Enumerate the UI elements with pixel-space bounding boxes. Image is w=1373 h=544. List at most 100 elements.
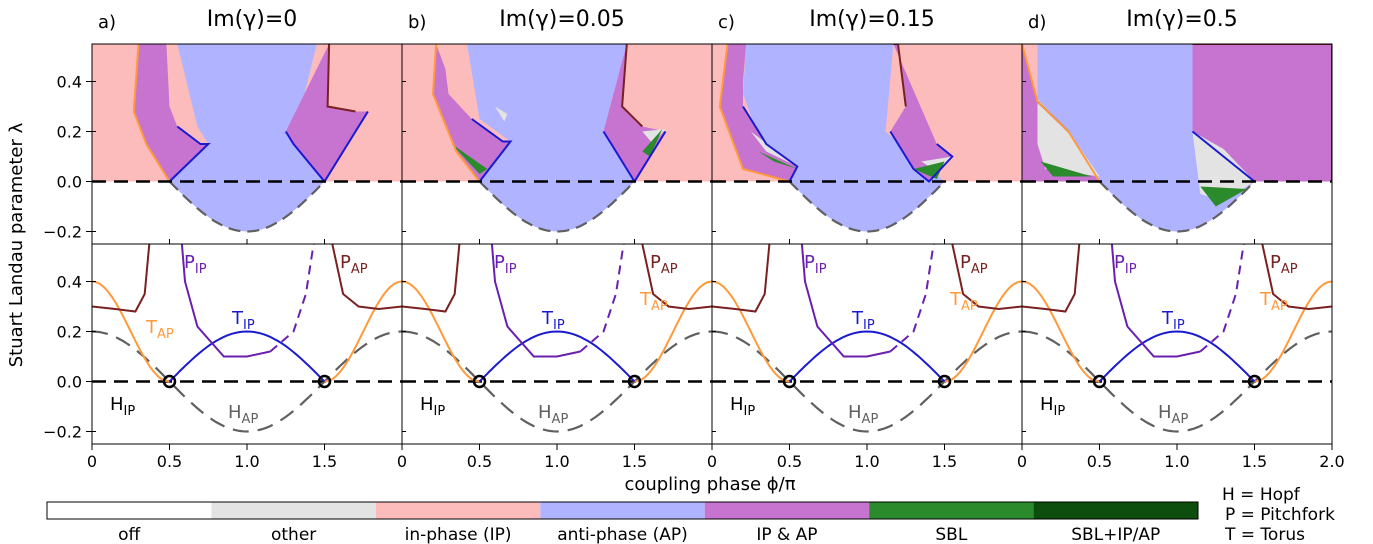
pitchfork-ap-line bbox=[1261, 244, 1332, 311]
panel-a: HIP HAP TIP TAP PIP PAP a) Im(γ)=0 0 0.5 1.0 1.5 −0.… bbox=[43, 7, 403, 471]
x-tick-label: 0 bbox=[1017, 452, 1027, 471]
label-pitchfork-ap: PAP bbox=[650, 252, 678, 277]
pitchfork-ap-line bbox=[331, 244, 402, 311]
region-anti-phase bbox=[743, 44, 945, 182]
panel-map bbox=[712, 44, 1022, 233]
x-tick-label: 1.0 bbox=[544, 452, 569, 471]
panel-curves bbox=[92, 244, 402, 433]
colorbar-label: in-phase (IP) bbox=[405, 525, 512, 544]
torus-ap-line bbox=[1254, 280, 1332, 383]
region-ip-ap bbox=[285, 44, 368, 182]
label-pitchfork-ap: PAP bbox=[1270, 252, 1298, 277]
map-pitchfork-ap-line bbox=[893, 44, 907, 107]
pitchfork-ap-line bbox=[712, 244, 771, 313]
map-torus-ip-line bbox=[471, 118, 513, 183]
region-sbl bbox=[758, 151, 798, 169]
x-tick-label: 0.5 bbox=[777, 452, 802, 471]
bifurcation-point bbox=[627, 374, 642, 389]
y-tick-label: 0.0 bbox=[57, 373, 82, 392]
panel-title: Im(γ)=0.5 bbox=[1126, 7, 1238, 32]
x-tick-label: 0.5 bbox=[157, 452, 182, 471]
colorbar-label: other bbox=[271, 525, 316, 544]
region-ip-ap bbox=[890, 44, 953, 182]
torus-ap-line bbox=[92, 280, 170, 383]
x-tick-label: 1.0 bbox=[234, 452, 259, 471]
label-torus-ip: TIP bbox=[231, 308, 255, 333]
label-hopf-ip: HIP bbox=[730, 394, 755, 419]
panel-curves bbox=[1022, 244, 1332, 433]
map-hopf-ap-line bbox=[788, 180, 946, 233]
map-pitchfork-ap-line bbox=[326, 44, 356, 113]
y-axis-label: Stuart Landau parameter λ bbox=[6, 122, 27, 367]
label-hopf-ap: HAP bbox=[848, 402, 878, 427]
pitchfork-ip-line bbox=[1110, 244, 1201, 358]
x-tick-label: 1.5 bbox=[622, 452, 647, 471]
pitchfork-ip-line bbox=[800, 244, 891, 358]
torus-ap-line bbox=[634, 280, 712, 383]
pitchfork-ip-line bbox=[490, 244, 581, 358]
y-tick-label: 0.2 bbox=[57, 123, 82, 142]
legend-line-pitchfork: P = Pitchfork bbox=[1225, 505, 1335, 525]
bifurcation-point bbox=[162, 374, 177, 389]
map-hopf-ap-line bbox=[168, 180, 326, 233]
label-torus-ap: TAP bbox=[639, 289, 668, 314]
panel-b: HIP HAP TIP TAP PIP PAP b) Im(γ)=0.05 0 0.5 1.0 1.5 bbox=[397, 7, 713, 471]
panel-map bbox=[402, 44, 712, 233]
pitchfork-ap-line bbox=[402, 244, 461, 313]
colorbar-segment bbox=[47, 502, 212, 519]
region-ip-ap bbox=[133, 44, 209, 182]
y-tick-label: −0.2 bbox=[43, 423, 82, 442]
label-torus-ap: TAP bbox=[1259, 289, 1288, 314]
bifurcation-point bbox=[472, 374, 487, 389]
region-anti-phase-bowl bbox=[479, 181, 635, 232]
torus-ap-line bbox=[1022, 280, 1100, 383]
pitchfork-ap-line bbox=[1022, 244, 1081, 313]
pitchfork-ip-line bbox=[180, 244, 271, 358]
label-hopf-ip: HIP bbox=[420, 394, 445, 419]
label-torus-ip: TIP bbox=[851, 308, 875, 333]
x-tick-label: 0 bbox=[87, 452, 97, 471]
colorbar-frame bbox=[46, 501, 1199, 520]
bifurcation-point bbox=[937, 374, 952, 389]
bifurcation-legend: H = Hopf P = Pitchfork T = Torus bbox=[1222, 485, 1335, 544]
x-tick-label: 0.5 bbox=[1087, 452, 1112, 471]
label-pitchfork-ip: PIP bbox=[1114, 252, 1137, 277]
label-hopf-ip: HIP bbox=[110, 394, 135, 419]
label-hopf-ap: HAP bbox=[228, 402, 258, 427]
map-torus-line bbox=[284, 110, 369, 184]
colorbar: off other in-phase (IP) anti-phase (AP) IP &… bbox=[46, 501, 1199, 544]
map-torus-ap-line bbox=[431, 44, 481, 183]
region-sbl bbox=[451, 144, 488, 174]
label-hopf-ap: HAP bbox=[1158, 402, 1188, 427]
bifurcation-point bbox=[317, 374, 332, 389]
map-hopf-ap-line bbox=[478, 180, 636, 233]
panel-curves bbox=[402, 244, 712, 433]
panel-letter: d) bbox=[1028, 12, 1046, 33]
pitchfork-ip-dashed bbox=[1199, 244, 1245, 353]
x-tick-label: 2.0 bbox=[1319, 452, 1344, 471]
panel-curves bbox=[712, 244, 1022, 433]
pitchfork-ip-dashed bbox=[579, 244, 625, 353]
map-torus-ap-line bbox=[1022, 44, 1101, 183]
panel-title: Im(γ)=0.15 bbox=[809, 7, 935, 32]
colorbar-label: SBL bbox=[935, 525, 967, 544]
torus-ap-line bbox=[712, 280, 790, 383]
label-hopf-ip: HIP bbox=[1040, 394, 1065, 419]
legend-line-torus: T = Torus bbox=[1224, 525, 1305, 544]
map-torus-line bbox=[1191, 130, 1256, 183]
torus-ip-line bbox=[788, 330, 946, 383]
torus-ip-line bbox=[168, 330, 326, 383]
map-torus-ip-line bbox=[742, 105, 799, 182]
colorbar-label: off bbox=[118, 525, 141, 544]
bifurcation-point bbox=[782, 374, 797, 389]
label-pitchfork-ip: PIP bbox=[804, 252, 827, 277]
pitchfork-ap-line bbox=[92, 244, 151, 313]
torus-ap-line bbox=[324, 280, 402, 383]
label-torus-ap: TAP bbox=[949, 289, 978, 314]
map-torus-ap-line bbox=[132, 44, 171, 183]
y-tick-label: 0.2 bbox=[57, 323, 82, 342]
x-tick-label: 1.5 bbox=[1242, 452, 1267, 471]
y-tick-label: −0.2 bbox=[43, 223, 82, 242]
label-hopf-ap: HAP bbox=[538, 402, 568, 427]
pitchfork-ip-dashed bbox=[269, 244, 315, 353]
